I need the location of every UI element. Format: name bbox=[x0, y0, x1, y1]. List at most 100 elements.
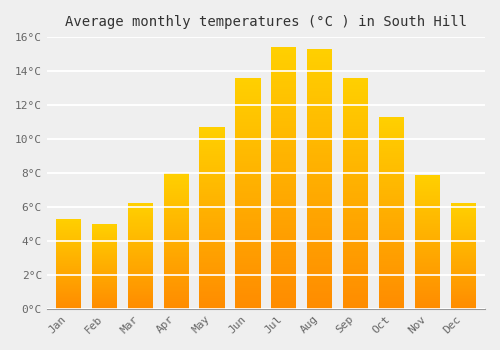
Bar bbox=[92, 244, 117, 245]
Bar bbox=[128, 285, 153, 286]
Bar bbox=[307, 106, 332, 109]
Bar bbox=[56, 242, 81, 243]
Bar bbox=[164, 210, 188, 211]
Bar bbox=[379, 284, 404, 286]
Bar bbox=[272, 94, 296, 97]
Bar bbox=[56, 286, 81, 287]
Bar bbox=[379, 126, 404, 128]
Bar bbox=[343, 297, 368, 300]
Bar bbox=[92, 253, 117, 254]
Bar bbox=[307, 249, 332, 252]
Bar bbox=[236, 223, 260, 226]
Bar bbox=[379, 226, 404, 228]
Bar bbox=[272, 259, 296, 262]
Bar bbox=[343, 168, 368, 170]
Bar bbox=[236, 135, 260, 138]
Bar bbox=[236, 173, 260, 175]
Bar bbox=[415, 287, 440, 289]
Bar bbox=[92, 235, 117, 236]
Bar bbox=[56, 226, 81, 227]
Bar bbox=[343, 295, 368, 297]
Bar bbox=[343, 196, 368, 198]
Bar bbox=[164, 265, 188, 267]
Bar bbox=[343, 272, 368, 274]
Bar bbox=[415, 176, 440, 177]
Bar bbox=[236, 154, 260, 156]
Bar bbox=[415, 180, 440, 181]
Bar bbox=[379, 207, 404, 209]
Bar bbox=[164, 262, 188, 264]
Bar bbox=[56, 252, 81, 253]
Bar bbox=[236, 212, 260, 214]
Bar bbox=[451, 203, 476, 204]
Bar bbox=[200, 144, 224, 145]
Bar bbox=[379, 196, 404, 197]
Bar bbox=[128, 248, 153, 249]
Bar bbox=[92, 303, 117, 304]
Bar bbox=[92, 271, 117, 272]
Bar bbox=[451, 232, 476, 233]
Bar bbox=[128, 244, 153, 245]
Bar bbox=[128, 226, 153, 227]
Bar bbox=[164, 208, 188, 210]
Bar bbox=[343, 293, 368, 295]
Bar bbox=[415, 177, 440, 178]
Bar bbox=[56, 287, 81, 288]
Bar bbox=[164, 298, 188, 299]
Bar bbox=[272, 136, 296, 139]
Bar bbox=[379, 236, 404, 238]
Bar bbox=[415, 183, 440, 184]
Bar bbox=[272, 215, 296, 217]
Bar bbox=[343, 242, 368, 244]
Bar bbox=[128, 293, 153, 294]
Bar bbox=[128, 209, 153, 210]
Bar bbox=[343, 209, 368, 212]
Bar bbox=[56, 267, 81, 268]
Bar bbox=[307, 290, 332, 293]
Bar bbox=[164, 268, 188, 270]
Bar bbox=[451, 285, 476, 286]
Bar bbox=[343, 149, 368, 152]
Bar bbox=[164, 237, 188, 238]
Bar bbox=[128, 205, 153, 206]
Bar bbox=[92, 229, 117, 230]
Bar bbox=[236, 103, 260, 106]
Bar bbox=[56, 269, 81, 270]
Bar bbox=[343, 152, 368, 154]
Bar bbox=[415, 218, 440, 219]
Bar bbox=[379, 271, 404, 272]
Bar bbox=[164, 296, 188, 298]
Bar bbox=[128, 245, 153, 246]
Bar bbox=[415, 192, 440, 194]
Bar bbox=[451, 237, 476, 238]
Bar bbox=[128, 288, 153, 289]
Bar bbox=[272, 194, 296, 196]
Bar bbox=[307, 124, 332, 127]
Bar bbox=[236, 177, 260, 180]
Bar bbox=[307, 168, 332, 171]
Bar bbox=[272, 280, 296, 282]
Bar bbox=[200, 285, 224, 287]
Bar bbox=[307, 60, 332, 62]
Bar bbox=[236, 101, 260, 103]
Bar bbox=[451, 307, 476, 308]
Bar bbox=[236, 237, 260, 239]
Bar bbox=[164, 264, 188, 265]
Bar bbox=[379, 163, 404, 165]
Bar bbox=[307, 98, 332, 101]
Bar bbox=[56, 260, 81, 261]
Bar bbox=[236, 106, 260, 108]
Bar bbox=[415, 234, 440, 235]
Bar bbox=[56, 250, 81, 251]
Bar bbox=[56, 297, 81, 298]
Bar bbox=[200, 173, 224, 174]
Bar bbox=[343, 228, 368, 230]
Bar bbox=[164, 293, 188, 294]
Bar bbox=[128, 215, 153, 216]
Bar bbox=[451, 298, 476, 299]
Bar bbox=[451, 255, 476, 256]
Bar bbox=[200, 227, 224, 229]
Bar bbox=[128, 298, 153, 299]
Bar bbox=[236, 92, 260, 94]
Bar bbox=[272, 243, 296, 246]
